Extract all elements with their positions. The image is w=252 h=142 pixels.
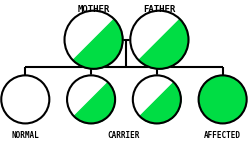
- Polygon shape: [130, 11, 179, 60]
- Polygon shape: [74, 82, 115, 123]
- Text: AFFECTED: AFFECTED: [203, 131, 240, 140]
- Polygon shape: [67, 75, 108, 116]
- Text: CARRIER: CARRIER: [107, 131, 140, 140]
- Polygon shape: [138, 19, 188, 69]
- Ellipse shape: [198, 75, 246, 123]
- Polygon shape: [132, 75, 173, 116]
- Text: MOTHER: MOTHER: [77, 5, 109, 14]
- Polygon shape: [73, 19, 122, 69]
- Polygon shape: [139, 82, 180, 123]
- Polygon shape: [64, 11, 114, 60]
- Text: NORMAL: NORMAL: [11, 131, 39, 140]
- Ellipse shape: [1, 75, 49, 123]
- Text: FATHER: FATHER: [143, 5, 175, 14]
